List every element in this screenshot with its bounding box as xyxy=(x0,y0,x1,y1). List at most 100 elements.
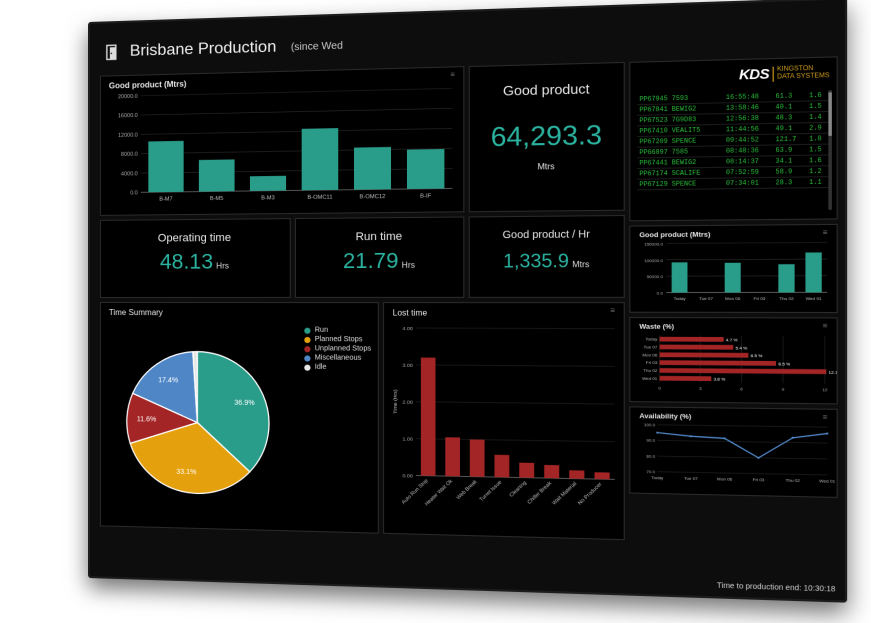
table-cell: 121.7 xyxy=(773,134,807,145)
gridline xyxy=(141,148,453,153)
bar xyxy=(660,360,776,366)
page-subtitle: (since Wed xyxy=(291,40,343,53)
table-cell: 1.2 xyxy=(807,166,830,177)
table-cell: 1.5 xyxy=(807,144,830,155)
jobs-table: PP67945 7593 16:55:48 61.3 1.6 PP67841 BEWIG… xyxy=(637,90,829,190)
data-label: 6.5 % xyxy=(751,353,763,358)
data-label: 5.4 % xyxy=(736,345,748,350)
data-label: 12.1 % xyxy=(829,369,837,375)
chart-title: Availability (%) xyxy=(639,413,691,421)
x-tick-label: 6 xyxy=(740,386,743,391)
pie-legend: Run Planned Stops Unplanned Stops Miscellan… xyxy=(304,326,371,373)
chart-title: Lost time xyxy=(393,308,428,317)
logo-company: KINGSTON DATA SYSTEMS xyxy=(772,65,829,82)
x-tick-label: Tue 07 xyxy=(699,296,713,301)
table-cell: 08:48:36 xyxy=(724,145,774,157)
chart-menu-icon[interactable]: ≡ xyxy=(823,324,830,331)
dashboard-screen: Brisbane Production (since Wed Good prod… xyxy=(88,0,847,603)
bar xyxy=(778,264,794,292)
chart-menu-icon[interactable]: ≡ xyxy=(823,415,830,422)
x-tick-label: 9 xyxy=(782,386,785,391)
gridline xyxy=(141,88,453,95)
table-row[interactable]: PP67129 SPENCE 07:34:01 28.3 1.1 xyxy=(637,177,829,190)
data-point xyxy=(723,437,725,439)
x-tick-label: B-OMC11 xyxy=(307,195,332,201)
pie-slice-label: 17.4% xyxy=(158,377,178,384)
x-tick-label: Wait Material xyxy=(551,481,578,507)
y-tick-label: 50000.0 xyxy=(647,274,664,279)
x-tick-label: Mon 06 xyxy=(725,296,741,301)
y-tick-label: Today xyxy=(645,336,657,341)
x-tick-label: Cleaning xyxy=(508,480,528,499)
table-cell: 58.9 xyxy=(773,166,807,177)
chart-title: Good product (Mtrs) xyxy=(639,231,710,239)
kpi-value: 21.79 Hrs xyxy=(296,249,463,275)
x-tick-label: Wed 01 xyxy=(819,478,836,484)
gridline xyxy=(657,440,827,443)
y-tick-label: 20000.0 xyxy=(118,94,138,101)
good-product-kpi-panel: Good product 64,293.3 Mtrs xyxy=(469,62,625,212)
data-point xyxy=(690,435,692,437)
kpi-number: 1,335.9 xyxy=(503,250,569,271)
data-label: 8.5 % xyxy=(778,361,790,367)
gridline xyxy=(657,456,827,459)
chart-menu-icon[interactable]: ≡ xyxy=(610,308,617,314)
x-tick-label: Fri 03 xyxy=(753,477,766,483)
legend-entry[interactable]: Idle xyxy=(304,363,371,373)
x-tick-label: Thu 02 xyxy=(786,477,800,483)
bar xyxy=(594,472,609,479)
gridline xyxy=(657,425,827,427)
chart-menu-icon[interactable]: ≡ xyxy=(823,230,830,237)
y-tick-label: 16000.0 xyxy=(118,113,138,119)
bar xyxy=(302,128,339,190)
legend-entry[interactable]: Miscellaneous xyxy=(304,353,371,363)
bar xyxy=(660,376,712,381)
bar xyxy=(519,463,534,478)
x-tick-label: Thu 02 xyxy=(779,296,793,301)
kpi-number: 21.79 xyxy=(343,249,399,273)
logo-company-line2: DATA SYSTEMS xyxy=(777,72,829,80)
y-tick-label: Fri 03 xyxy=(646,360,658,365)
chart-menu-icon[interactable]: ≡ xyxy=(450,73,456,79)
bar xyxy=(660,337,724,342)
legend-label: Run xyxy=(315,326,328,335)
table-cell: 1.8 xyxy=(807,133,830,144)
exit-door-icon[interactable] xyxy=(104,44,120,61)
x-tick-label: Fri 03 xyxy=(754,296,767,301)
y-tick-label: 70.0 xyxy=(646,469,656,475)
x-tick-label: No Producer xyxy=(577,481,604,506)
y-tick-label: 12000.0 xyxy=(118,132,138,138)
pie-slice-label: 11.6% xyxy=(137,416,156,423)
scrollbar-thumb[interactable] xyxy=(828,92,832,136)
bar xyxy=(445,437,460,476)
logo-mark: KDS xyxy=(739,66,769,83)
time-summary-pie-chart: 36.9% 33.1% 11.6% 17.4% xyxy=(101,303,304,531)
bar xyxy=(660,345,734,350)
bar xyxy=(660,368,827,374)
x-axis xyxy=(141,188,453,192)
y-tick-label: 80.0 xyxy=(646,453,656,459)
x-tick-label: Mon 06 xyxy=(717,476,733,482)
legend-entry[interactable]: Planned Stops xyxy=(304,335,371,345)
data-point xyxy=(656,432,658,434)
bar xyxy=(494,455,509,478)
legend-label: Idle xyxy=(315,363,327,372)
table-cell: 09:44:52 xyxy=(724,134,774,146)
table-cell: 1.4 xyxy=(807,111,830,122)
pie-slice-label: 36.9% xyxy=(234,399,254,406)
availability-line-chart: 70.080.090.0100.0Today Tue 07 Mon 06 Fri 03… xyxy=(630,407,836,496)
y-tick-label: 90.0 xyxy=(646,438,656,444)
company-logo: KDS KINGSTON DATA SYSTEMS xyxy=(739,64,829,82)
bar xyxy=(672,262,688,292)
data-point xyxy=(826,432,828,434)
gridline xyxy=(416,402,615,404)
kpi-value: 64,293.3 xyxy=(470,118,624,153)
pie-slice-label: 33.1% xyxy=(176,469,196,477)
legend-entry[interactable]: Run xyxy=(304,326,371,335)
legend-label: Miscellaneous xyxy=(315,353,362,363)
kpi-unit: Hrs xyxy=(402,261,415,270)
kpi-unit: Mtrs xyxy=(470,161,624,173)
bar xyxy=(544,465,559,478)
legend-entry[interactable]: Unplanned Stops xyxy=(304,344,371,354)
y-tick-label: Mon 06 xyxy=(642,352,658,357)
